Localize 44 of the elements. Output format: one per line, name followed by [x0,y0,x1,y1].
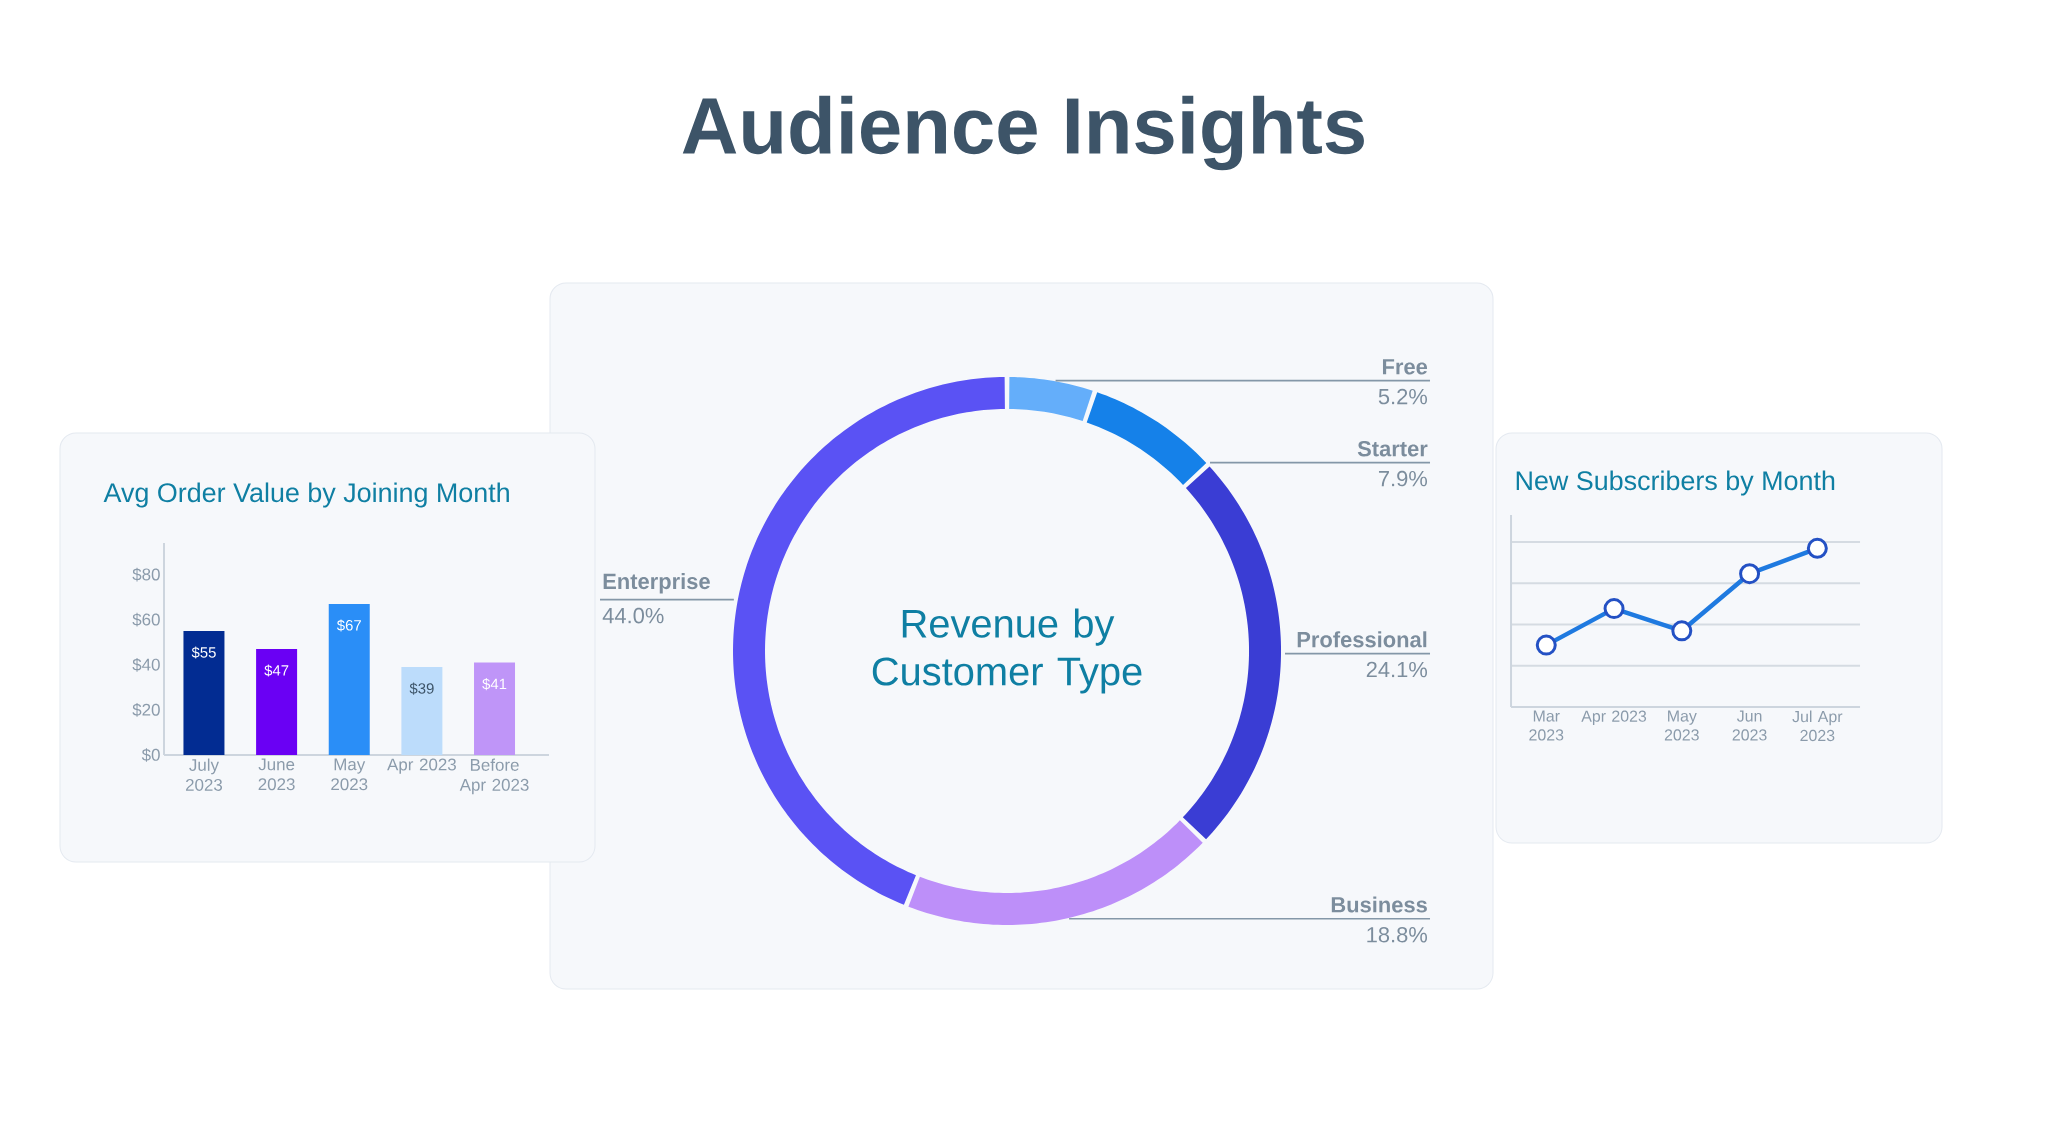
x-tick-label: July 2023 [185,758,223,791]
bar [474,662,516,755]
x-tick-label: Mar 2023 [1529,710,1564,741]
x-tick-label: May 2023 [1664,710,1699,741]
data-label: $67 [336,619,361,632]
y-tick-label: $80 [132,567,160,582]
data-label: 18.8% [1367,926,1428,943]
y-tick-label: $40 [132,657,160,672]
point [1671,620,1693,642]
y-tick-label: $60 [132,612,160,627]
x-tick-label: Jun 2023 [1732,710,1767,741]
x-tick-label: Apr 2023 [1581,710,1647,725]
y-tick-label: $0 [141,748,160,762]
bar [183,630,225,755]
data-label: $55 [191,646,216,659]
point [1535,634,1557,656]
data-label: $41 [482,678,507,691]
chart-title: New Subscribers by Month [1516,470,1835,496]
text: Revenue by Customer Type [872,608,1142,694]
x-tick-label: Apr 2023 [387,758,456,774]
bar [256,649,298,755]
slice-label: Professional [1297,631,1427,648]
bar [401,667,443,755]
data-label: 7.9% [1378,470,1428,487]
point [1806,537,1828,559]
slice-label: Enterprise [603,573,710,594]
x-tick-label: May 2023 [331,758,368,791]
point [1603,598,1625,620]
chart-title: Avg Order Value by Joining Month [103,482,509,508]
point [1739,563,1761,585]
data-label: 44.0% [602,607,664,624]
x-tick-label: June 2023 [258,758,295,791]
x-tick-label: Before Apr 2023 [459,758,529,795]
data-label: $47 [264,664,289,677]
slice-label: Starter [1357,440,1428,457]
x-tick-label: Jul Apr 2023 [1792,710,1843,742]
bar [328,603,370,755]
data-label: 24.1% [1366,661,1428,678]
slice-label: Free [1382,359,1428,375]
y-tick-label: $20 [132,703,160,717]
slice-label: Business [1331,896,1427,913]
data-label: 5.2% [1378,388,1428,405]
text: Audience Insights [682,95,1364,171]
data-label: $39 [409,682,434,695]
